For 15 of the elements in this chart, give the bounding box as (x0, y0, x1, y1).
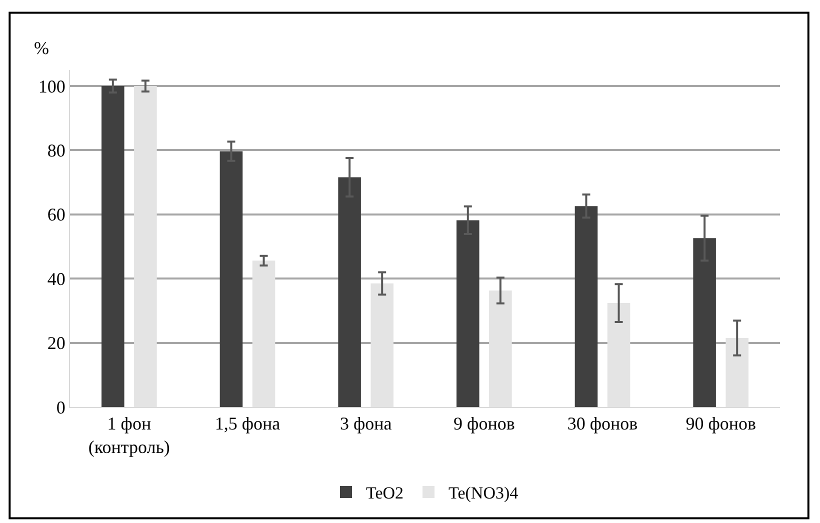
legend-label: TeO2 (366, 484, 404, 503)
legend-label: Te(NO3)4 (448, 484, 519, 503)
y-axis-title: % (34, 38, 49, 58)
x-tick-label: 1 фон (контроль) (88, 414, 170, 457)
y-tick-label: 80 (47, 140, 66, 161)
x-tick-label: 9 фонов (454, 414, 515, 434)
y-tick-label: 40 (47, 268, 66, 289)
y-tick-label: 0 (56, 397, 66, 418)
y-tick-label: 100 (38, 76, 66, 96)
x-tick-label: 3 фона (340, 414, 392, 434)
x-tick-label: 1,5 фона (214, 414, 280, 434)
y-tick-label: 60 (47, 204, 66, 225)
x-tick-label: 90 фонов (686, 414, 756, 434)
x-tick-label: 30 фонов (567, 414, 638, 434)
y-tick-label: 20 (47, 333, 66, 354)
